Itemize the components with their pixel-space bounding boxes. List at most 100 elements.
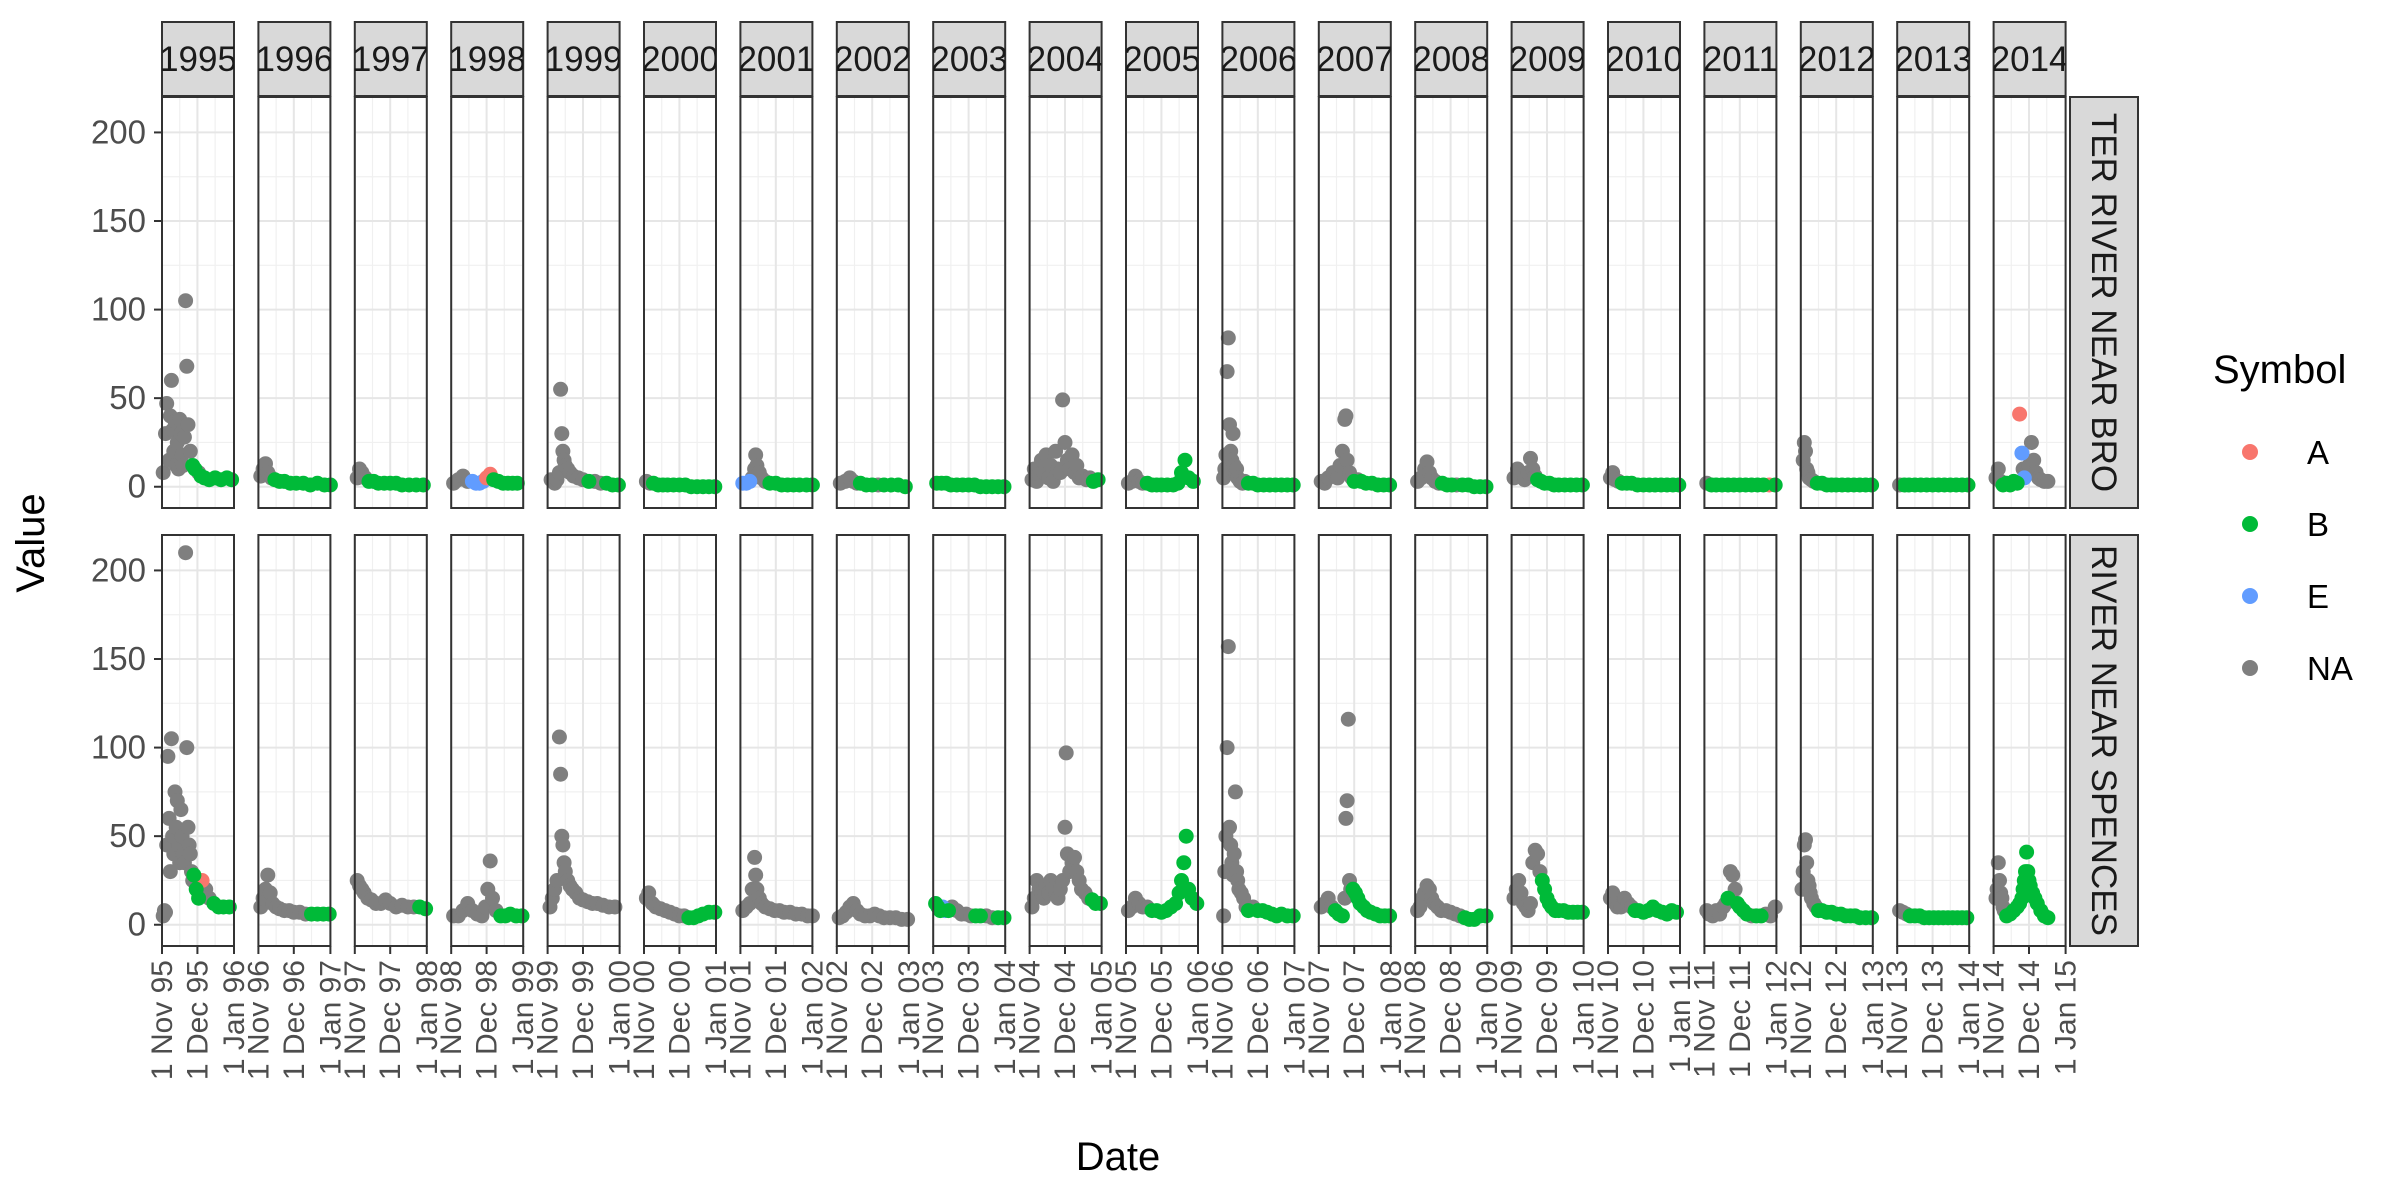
strip-1997: 1997 xyxy=(353,21,428,97)
x-tick-label: 1 Nov 97 xyxy=(339,960,372,1080)
data-point xyxy=(1226,846,1242,862)
strip-background xyxy=(1992,21,2067,97)
data-point xyxy=(742,473,758,489)
strip-background xyxy=(1414,21,1489,97)
x-tick-label: 1 Jan 97 xyxy=(314,960,347,1075)
x-tick-label: 1 Jan 03 xyxy=(893,960,926,1075)
x-tick-label: 1 Dec 10 xyxy=(1627,960,1660,1080)
panel-r0-c8 xyxy=(932,97,1007,508)
x-tick-label: 1 Dec 01 xyxy=(760,960,793,1080)
strip-2004: 2004 xyxy=(1028,21,1103,97)
series-r1-c17 xyxy=(1794,832,1880,926)
data-point xyxy=(1178,828,1194,844)
y-tick-label: 150 xyxy=(91,640,146,677)
data-point xyxy=(1864,910,1880,926)
data-point xyxy=(2009,475,2025,491)
legend-title: Symbol xyxy=(2213,348,2346,392)
data-point xyxy=(179,740,195,756)
x-tick-label: 1 Jan 10 xyxy=(1568,960,1601,1075)
series-r1-c6 xyxy=(735,849,820,924)
panel-r0-c5 xyxy=(643,97,717,508)
strip-2011: 2011 xyxy=(1703,21,1778,97)
strip-2006: 2006 xyxy=(1221,21,1296,97)
y-tick-label: 200 xyxy=(91,113,146,150)
x-tick-label: 1 Nov 05 xyxy=(1110,960,1143,1080)
series-r1-c5 xyxy=(638,885,723,926)
legend-key xyxy=(2242,588,2258,604)
x-tick-label: 1 Jan 09 xyxy=(1471,960,1504,1075)
strip-label: 2014 xyxy=(1991,40,2069,79)
data-point xyxy=(2026,452,2042,468)
x-tick-label: 1 Dec 11 xyxy=(1724,960,1757,1078)
y-tick-label: 200 xyxy=(91,551,146,588)
series-r0-c16 xyxy=(1699,475,1783,493)
data-point xyxy=(1444,477,1460,493)
strip-background xyxy=(835,21,910,97)
data-point xyxy=(1048,443,1064,459)
x-tick-label: 1 Dec 02 xyxy=(856,960,889,1080)
x-tick-label: 1 Dec 07 xyxy=(1338,960,1371,1080)
legend-item-a: A xyxy=(2242,434,2329,471)
series-r1-c18 xyxy=(1892,903,1975,926)
x-tick-label: 1 Dec 14 xyxy=(2013,960,2046,1080)
strip-background xyxy=(1607,21,1681,97)
data-point xyxy=(1057,435,1073,450)
panel-r1-c13 xyxy=(1414,535,1489,946)
data-point xyxy=(610,477,626,493)
panel-r0-c3 xyxy=(450,97,525,508)
data-point xyxy=(482,853,498,869)
x-tick-label: 1 Dec 97 xyxy=(374,960,407,1080)
data-point xyxy=(182,846,198,862)
data-point xyxy=(1960,477,1976,493)
series-r1-c13 xyxy=(1410,878,1494,927)
data-point xyxy=(1216,908,1232,924)
data-point xyxy=(581,473,597,489)
x-tick-label: 1 Jan 02 xyxy=(796,960,829,1075)
data-point xyxy=(707,479,723,495)
strip-2008: 2008 xyxy=(1414,21,1489,97)
strip-2010: 2010 xyxy=(1607,21,1681,97)
data-point xyxy=(321,906,337,922)
data-point xyxy=(1339,452,1355,468)
legend-label: A xyxy=(2307,434,2329,471)
series-r0-c14 xyxy=(1506,450,1590,493)
data-point xyxy=(485,890,500,906)
data-point xyxy=(1220,330,1236,346)
panel-r0-c2 xyxy=(353,97,428,508)
strip-2003: 2003 xyxy=(932,21,1007,97)
x-tick-label: 1 Jan 99 xyxy=(507,960,540,1075)
x-tick-label: 1 Nov 14 xyxy=(1978,960,2011,1080)
panel-r1-c5 xyxy=(643,535,717,946)
panel-r0-c7 xyxy=(835,97,910,508)
data-point xyxy=(260,867,276,883)
x-tick-label: 1 Dec 09 xyxy=(1531,960,1564,1080)
strip-label: 1996 xyxy=(255,40,333,79)
data-point xyxy=(2012,406,2028,422)
x-tick-label: 1 Jan 11 xyxy=(1664,960,1697,1073)
data-point xyxy=(163,731,179,747)
x-tick-label: 1 Nov 10 xyxy=(1592,960,1625,1080)
data-point xyxy=(551,729,567,745)
strip-background xyxy=(1028,21,1103,97)
series-r1-c14 xyxy=(1506,842,1590,920)
data-point xyxy=(1959,910,1975,926)
strip-background xyxy=(2069,534,2139,947)
strip-label: 2000 xyxy=(641,40,719,79)
x-tick-label: 1 Dec 12 xyxy=(1820,960,1853,1080)
panel-r1-c8 xyxy=(932,535,1007,946)
data-point xyxy=(1220,639,1236,655)
x-tick-label: 1 Dec 13 xyxy=(1917,960,1950,1080)
data-point xyxy=(864,477,880,493)
strip-background xyxy=(353,21,428,97)
series-r0-c8 xyxy=(929,475,1012,495)
series-r1-c16 xyxy=(1699,864,1783,924)
strip-background xyxy=(257,21,332,97)
legend-key xyxy=(2242,444,2258,460)
series-r0-c6 xyxy=(735,447,820,493)
strip-2013: 2013 xyxy=(1896,21,1971,97)
row-strip-label: TER RIVER NEAR BRO xyxy=(2084,113,2123,492)
data-point xyxy=(1338,810,1354,826)
y-tick-label: 50 xyxy=(109,817,146,854)
data-point xyxy=(1992,873,2007,888)
series-r0-c0 xyxy=(155,293,240,488)
